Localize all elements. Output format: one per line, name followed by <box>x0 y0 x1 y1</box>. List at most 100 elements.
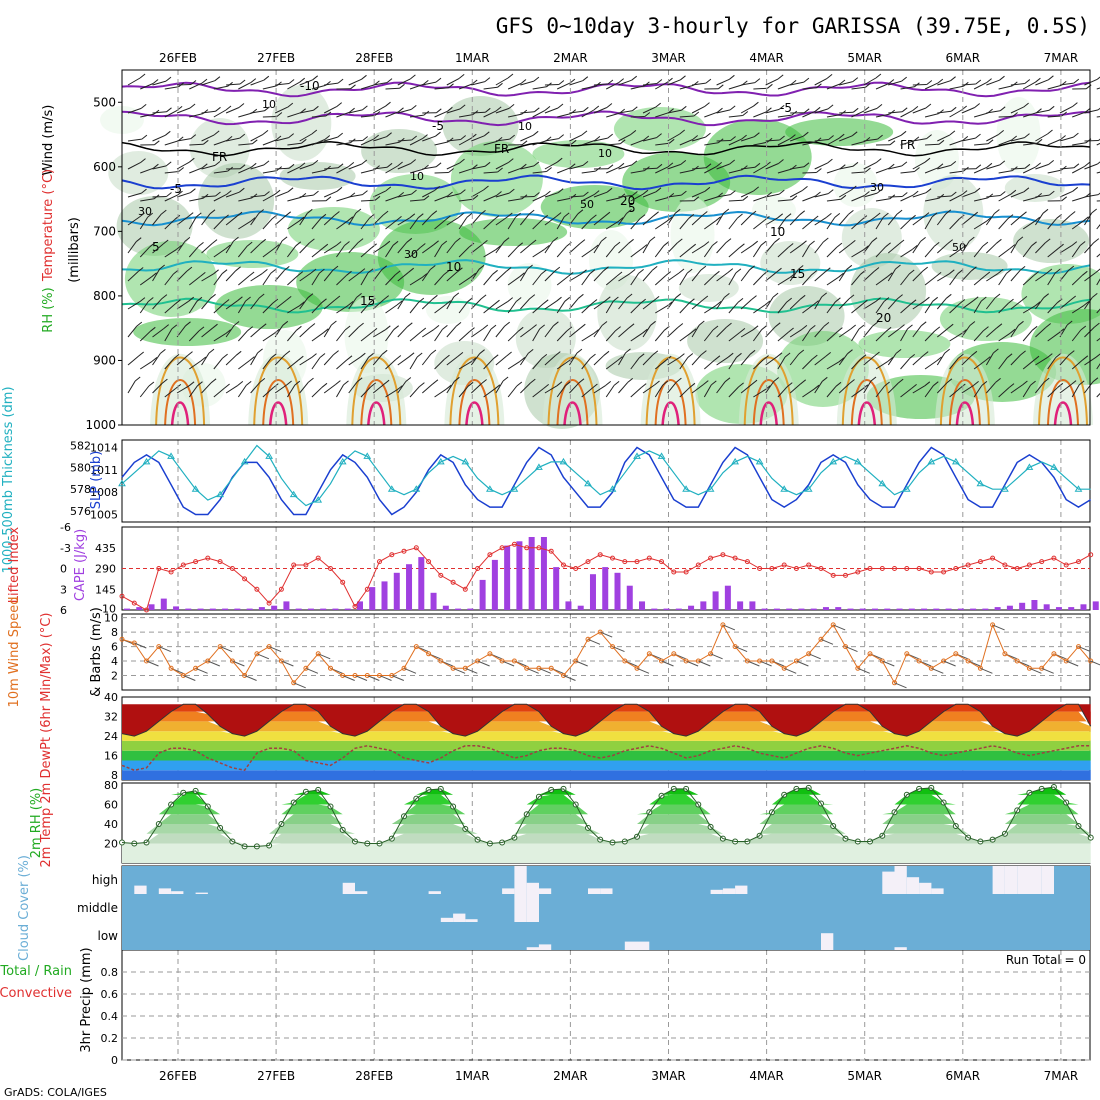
cloud-axis-label: Cloud Cover (%) <box>17 855 32 961</box>
wind-barb-flag <box>166 107 172 113</box>
wind-barb-flag <box>799 294 806 300</box>
wind-barb-flag <box>838 133 845 139</box>
cloud-bar <box>894 866 907 894</box>
wind-barb-flag <box>321 382 328 388</box>
wind-barb <box>1084 297 1093 310</box>
wind-barb <box>900 86 915 90</box>
wind-barb-flag <box>250 162 257 168</box>
wind-barb <box>924 330 936 342</box>
wind-barb-flag <box>394 270 401 276</box>
wind-barb <box>336 329 346 342</box>
wind-barb-flag <box>274 328 280 334</box>
wind-barb <box>311 115 326 118</box>
wind-barb-flag <box>159 264 166 270</box>
wind-barb <box>1059 245 1073 254</box>
wind-barb-flag <box>698 320 705 326</box>
wind-barb <box>348 212 357 226</box>
wind-barb <box>900 328 908 342</box>
wind-barb-flag <box>776 267 782 273</box>
rh-shading <box>100 85 1100 429</box>
wind-barb <box>360 217 370 230</box>
wind-barb <box>188 330 200 342</box>
thickness-point <box>485 485 494 492</box>
precip-total-label: Total / Rain <box>0 964 72 979</box>
rh-shade-blob <box>841 208 902 268</box>
wind-barb-flag <box>851 131 858 137</box>
wind-barb-flag <box>344 241 350 246</box>
wind-barb <box>728 272 737 286</box>
wind-barb <box>262 332 275 342</box>
wind-barb <box>961 354 973 366</box>
wind-barb-flag <box>811 270 818 275</box>
precip-panel <box>121 949 1091 1061</box>
wind-barb-flag <box>185 321 191 327</box>
wind-barb-flag <box>445 300 452 305</box>
wind-barb <box>1084 163 1098 170</box>
isotherm-line <box>121 81 1091 98</box>
cape-bar <box>859 608 866 610</box>
wind-barb-flag <box>777 213 784 219</box>
wind-barb-flag <box>999 191 1006 196</box>
wind-barb <box>887 382 899 394</box>
wind-barb-flag <box>653 211 659 217</box>
cloud-bar <box>355 891 368 894</box>
wind-barb-flag <box>847 349 853 355</box>
wind-barb <box>385 359 397 370</box>
cape-bar <box>246 608 253 610</box>
thickness-point <box>535 463 543 470</box>
wind-barb-flag <box>932 381 939 387</box>
wind-barb-flag <box>1023 187 1030 193</box>
li-point <box>695 562 701 568</box>
wind-barb <box>164 303 176 314</box>
wind-barb-flag <box>1024 79 1031 84</box>
wind-barb <box>937 134 951 142</box>
wind-barb <box>838 353 848 366</box>
wind-barb <box>593 83 608 86</box>
wind-barb <box>630 85 645 90</box>
rh-shade-blob <box>850 253 927 329</box>
wind-barb-flag <box>920 237 926 242</box>
wind-barb-10m <box>698 660 711 667</box>
wind-barb <box>139 360 153 370</box>
wind-barb-flag <box>702 380 709 385</box>
wind-barb <box>434 195 448 202</box>
wind-barb-flag <box>779 135 785 141</box>
wind-barb <box>900 140 915 146</box>
wind-barb <box>863 325 873 338</box>
thickness-point <box>461 457 470 465</box>
temp-tick: 40 <box>104 691 118 704</box>
wind-barb <box>544 300 557 310</box>
wind-barb-10m <box>244 675 257 681</box>
wind-barb-flag <box>896 209 903 215</box>
wind-barb <box>471 165 486 170</box>
x-tick-bottom: 2MAR <box>553 1069 588 1083</box>
wind-barb-flag <box>994 209 1000 214</box>
cape-bar <box>614 572 621 610</box>
isotherm-25 <box>841 356 892 426</box>
li-point <box>990 555 996 561</box>
wind-barb <box>875 167 890 174</box>
wind-barb <box>483 86 498 90</box>
wind-barb <box>789 214 801 226</box>
wind-barb <box>372 299 385 310</box>
thickness-point <box>902 485 911 492</box>
wind-barb <box>789 244 802 254</box>
wind-barb-flag <box>838 272 844 278</box>
wind-barb-flag <box>136 321 143 327</box>
wind-barb-flag <box>509 134 516 140</box>
y-tick-label: 900 <box>93 353 116 367</box>
wind-barb-10m <box>759 660 772 667</box>
wind-barb <box>949 248 962 258</box>
wind-barb-flag <box>484 77 491 82</box>
temperature-axis-label: 2m Temp 2m DewPt (6hr Min/Max) (°C) <box>39 613 54 868</box>
wind-barb-flag <box>1058 328 1065 334</box>
isotherm-30 <box>1047 379 1079 426</box>
wind-barb-flag <box>1020 350 1026 356</box>
li-tick: -3 <box>60 542 71 555</box>
cape-bar <box>970 608 977 610</box>
wind-barb-flag <box>626 209 632 214</box>
wind-barb <box>140 83 154 90</box>
temp-tick: 24 <box>104 730 118 743</box>
wind-point <box>315 651 321 657</box>
wind-barb <box>642 83 657 86</box>
